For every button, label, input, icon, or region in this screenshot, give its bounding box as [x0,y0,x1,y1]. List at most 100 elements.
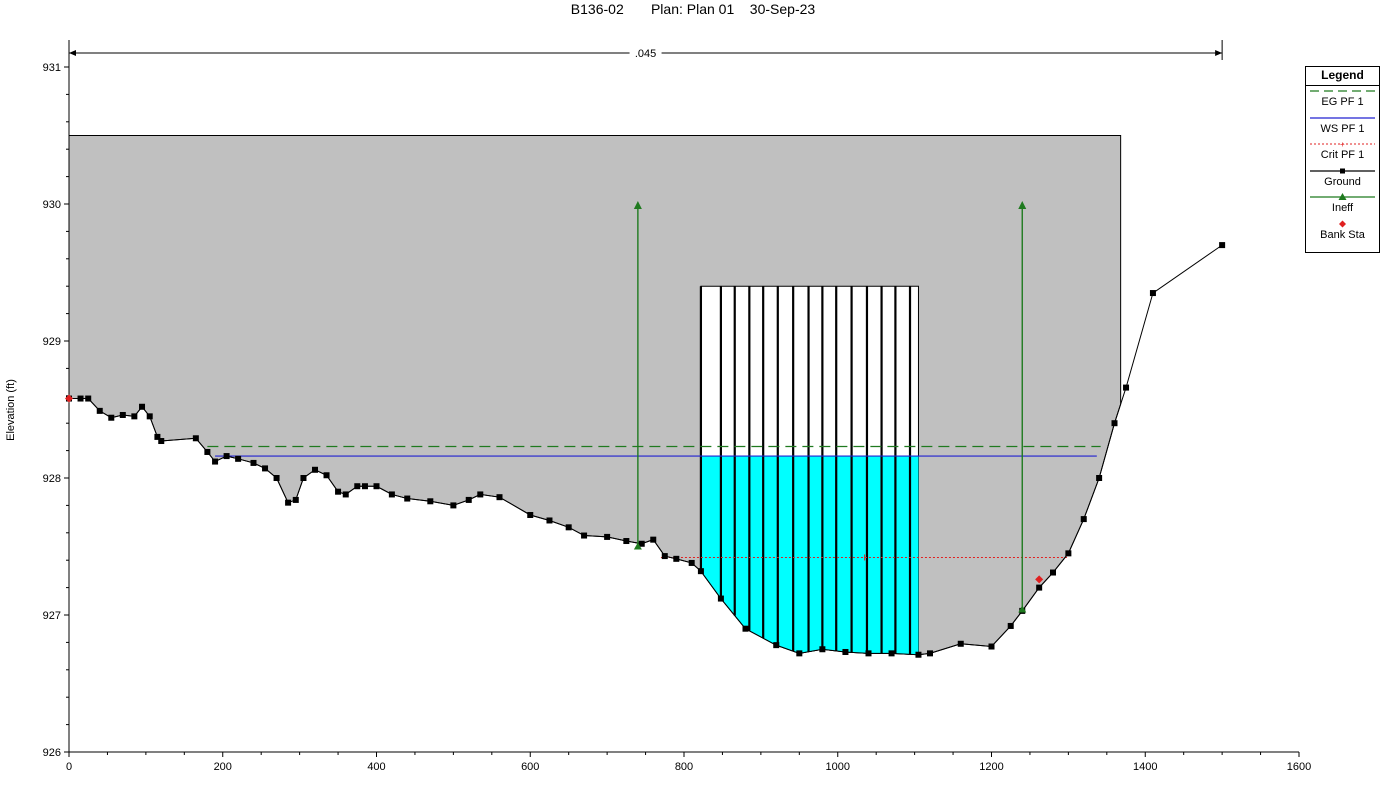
ground-point-10 [158,438,165,445]
ineff-top-arrow-0 [633,201,642,209]
ground-point-47 [697,568,704,575]
ground-point-25 [342,491,349,498]
ground-point-36 [527,511,534,518]
ground-point-33 [465,496,472,503]
ground-point-16 [250,459,257,466]
ground-point-19 [285,499,292,506]
ground-point-6 [131,413,138,420]
y-tick-label-4: 930 [43,199,61,211]
legend-symbol-crit: + [1310,140,1375,148]
ground-point-64 [1065,550,1072,557]
x-tick-label-1: 200 [214,761,232,773]
ground-point-38 [565,524,572,531]
legend-item-ineff: Ineff [1306,192,1379,219]
ground-point-41 [623,538,630,545]
ground-point-34 [477,491,484,498]
water-fill [700,456,919,655]
x-tick-label-3: 600 [521,761,539,773]
ground-point-35 [496,494,503,501]
ground-point-29 [388,491,395,498]
ineff-top-arrow-1 [1018,201,1027,209]
ground-point-70 [1219,242,1226,249]
ground-point-56 [915,651,922,658]
manning-n-label-bg [629,46,662,59]
legend-title: Legend [1306,67,1379,86]
ground-point-24 [335,488,342,495]
legend-item-eg: EG PF 1 [1306,86,1379,113]
legend-label-bank: Bank Sta [1320,228,1365,241]
ground-point-17 [262,465,269,472]
x-tick-label-8: 1600 [1287,761,1311,773]
ground-point-39 [581,532,588,539]
ground-point-60 [1007,622,1014,629]
ground-point-31 [427,498,434,505]
ground-point-48 [717,595,724,602]
legend-label-ground: Ground [1324,175,1361,188]
ground-point-28 [373,483,380,490]
ground-point-11 [192,435,199,442]
ground-point-18 [273,475,280,481]
legend-item-crit: + Crit PF 1 [1306,139,1379,166]
ground-point-22 [312,466,318,473]
ground-point-57 [927,650,933,657]
legend-label-crit: Crit PF 1 [1320,149,1365,161]
ground-point-42 [638,540,645,547]
ground-point-68 [1123,384,1130,391]
ground-point-45 [673,555,680,562]
bank-station-1 [1035,575,1044,584]
ground-point-40 [604,533,611,540]
ground-point-3 [96,407,103,414]
ground-point-14 [223,453,230,460]
ground-point-54 [865,650,872,657]
svg-text:+: + [1340,140,1345,148]
y-tick-label-5: 931 [43,62,61,74]
legend-symbol-ground [1310,168,1375,173]
legend-label-ws: WS PF 1 [1320,122,1365,135]
ground-point-58 [957,640,964,647]
manning-n-left-arrow [69,50,76,56]
ground-point-44 [661,553,668,560]
ground-point-59 [988,643,995,650]
ground-point-51 [796,650,803,657]
ground-point-12 [204,448,211,455]
ground-point-55 [888,650,895,657]
ground-point-2 [85,395,92,402]
ground-point-1 [77,395,84,402]
y-tick-label-2: 928 [43,473,61,485]
x-tick-label-7: 1400 [1133,761,1157,773]
ground-point-43 [650,536,657,543]
ground-point-21 [300,475,307,481]
ground-point-32 [450,502,457,509]
ground-point-52 [819,646,826,653]
ground-point-23 [323,472,330,479]
ground-point-67 [1111,420,1118,427]
x-tick-label-5: 1000 [826,761,850,773]
x-tick-label-2: 400 [367,761,385,773]
ineff-base-marker-1 [1018,605,1027,613]
manning-n-label: .045 [635,48,656,60]
ground-point-63 [1050,569,1056,576]
x-tick-label-6: 1200 [979,761,1003,773]
y-axis-label: Elevation (ft) [5,379,17,441]
legend-symbol-ws [1310,116,1375,119]
ineff-base-marker-0 [633,542,642,550]
legend-item-ground: Ground [1306,166,1379,193]
legend: Legend EG PF 1 WS PF 1 + Crit PF 1 Groun… [1305,66,1380,253]
ground-point-66 [1096,475,1103,481]
ground-point-69 [1149,290,1156,297]
ground-point-53 [842,648,849,655]
manning-n-right-arrow [1215,50,1223,56]
y-tick-label-1: 927 [43,610,61,622]
x-tick-label-4: 800 [675,761,693,773]
legend-item-ws: WS PF 1 [1306,113,1379,140]
ground-point-15 [235,455,242,462]
y-tick-label-0: 926 [43,747,61,759]
ground-point-37 [546,517,553,524]
legend-label-eg: EG PF 1 [1321,96,1364,108]
ground-point-4 [108,414,115,421]
ground-point-26 [354,483,361,490]
bank-station-0 [65,394,73,403]
ground-point-49 [742,625,749,632]
legend-symbol-ineff [1310,193,1375,200]
